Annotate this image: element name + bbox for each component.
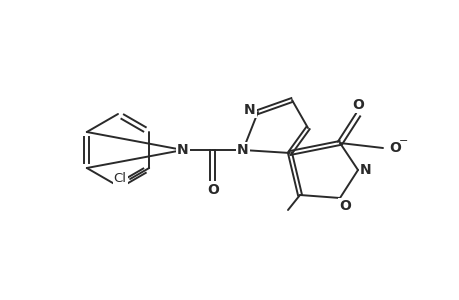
Text: N: N	[359, 163, 371, 177]
Text: N: N	[244, 103, 255, 117]
Text: O: O	[388, 141, 400, 155]
Text: Cl: Cl	[113, 172, 126, 185]
Text: N: N	[237, 143, 248, 157]
Text: N: N	[177, 143, 188, 157]
Text: O: O	[338, 199, 350, 213]
Text: −: −	[398, 136, 408, 146]
Text: O: O	[207, 183, 218, 197]
Text: O: O	[351, 98, 363, 112]
